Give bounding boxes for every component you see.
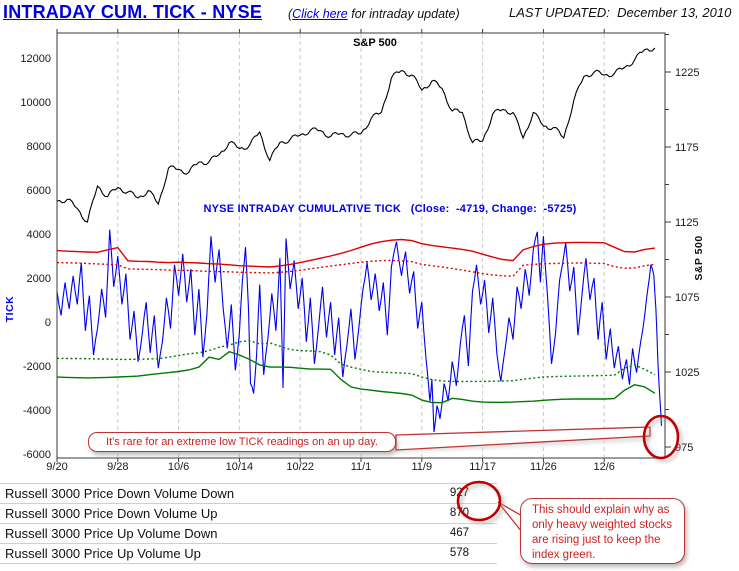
y-axis-left-label: 10000 (20, 97, 51, 109)
y-axis-left-label: 12000 (20, 53, 51, 65)
series-lower-band-dotted (57, 339, 656, 383)
table-row-value: 870 (449, 507, 469, 519)
table-row-value: 578 (449, 547, 469, 559)
y-axis-left-label: -6000 (23, 449, 51, 461)
y-axis-right-label: 1175 (675, 142, 699, 154)
series-s-p-500 (57, 47, 656, 223)
russell-3000-table: Russell 3000 Price Down Volume Down 927 Ru… (0, 483, 497, 564)
y-axis-right-label: 975 (675, 442, 693, 454)
table-row: Russell 3000 Price Down Volume Down 927 (0, 483, 497, 503)
x-axis-label: 10/6 (168, 461, 189, 473)
series-lower-band (57, 350, 656, 404)
gridlines (117, 34, 605, 457)
table-row-label: Russell 3000 Price Up Volume Up (5, 546, 201, 561)
y-axis-left-label: -4000 (23, 405, 51, 417)
plot-frame (56, 32, 666, 459)
y-axis-right-label: 1075 (675, 292, 699, 304)
extreme-low-circle-shadow (645, 417, 683, 463)
table-row-value: 467 (449, 527, 469, 539)
table-row: Russell 3000 Price Down Volume Up 870 (0, 503, 497, 523)
extreme-low-circle (642, 414, 680, 460)
series-upper-band (57, 238, 655, 268)
axis-labels: 9/20 9/28 10/6 10/14 10/22 11/1 11/9 11/17 11/26… (20, 29, 699, 473)
table-row: Russell 3000 Price Up Volume Up 578 (0, 543, 497, 564)
page-title-link[interactable]: INTRADAY CUM. TICK - NYSE (3, 2, 263, 22)
y-axis-right-label: 1125 (675, 217, 699, 229)
subtitle: (Click here for intraday update) (288, 7, 460, 21)
subtitle-suffix: for intraday update) (347, 7, 460, 21)
y-axis-left-label: -2000 (23, 361, 51, 373)
series-nyse-intraday-cumulative-tick (57, 229, 663, 433)
left-axis-title: TICK (4, 296, 16, 323)
y-axis-left-label: 2000 (27, 273, 51, 285)
chart-callout-tail (395, 426, 651, 451)
table-callout: This should explain why as only heavy we… (520, 498, 685, 564)
y-axis-left-label: 4000 (27, 229, 51, 241)
table-row-value: 927 (449, 487, 469, 499)
table-row-label: Russell 3000 Price Up Volume Down (5, 526, 218, 541)
series-lines (57, 47, 663, 433)
table-row-label: Russell 3000 Price Down Volume Down (5, 486, 235, 501)
series-upper-band-dotted (57, 259, 655, 277)
y-axis-left-label: 0 (45, 317, 51, 329)
y-axis-left-label: 8000 (27, 141, 51, 153)
right-axis-title: S&P 500 (693, 235, 705, 280)
subtitle-prefix: ( (288, 7, 293, 21)
x-axis-label: 11/1 (351, 461, 372, 473)
table-row-label: Russell 3000 Price Down Volume Up (5, 506, 218, 521)
x-axis-label: 9/28 (107, 461, 128, 473)
chart-callout: It's rare for an extreme low TICK readin… (88, 432, 396, 452)
x-axis-label: 12/6 (593, 461, 614, 473)
x-axis-label: 10/22 (286, 461, 314, 473)
x-axis-label: 9/20 (46, 461, 67, 473)
x-axis-label: 11/9 (412, 461, 433, 473)
last-updated-label: LAST UPDATED: December 13, 2010 (509, 5, 732, 20)
x-axis-label: 10/14 (226, 461, 254, 473)
y-axis-left-label: 6000 (27, 185, 51, 197)
cumulative-tick-label: NYSE INTRADAY CUMULATIVE TICK (Close: -4… (203, 203, 576, 215)
x-axis-label: 11/17 (469, 461, 496, 473)
chart-callout-tail-shadow (396, 432, 652, 453)
intraday-update-link[interactable]: Click here (292, 7, 348, 21)
y-axis-right-label: 1225 (675, 67, 699, 79)
sp500-series-label: S&P 500 (353, 37, 397, 49)
y-axis-right-label: 1025 (675, 367, 699, 379)
table-row: Russell 3000 Price Up Volume Down 467 (0, 523, 497, 543)
table-callout-tail (497, 501, 523, 534)
x-axis-label: 11/26 (530, 461, 557, 473)
